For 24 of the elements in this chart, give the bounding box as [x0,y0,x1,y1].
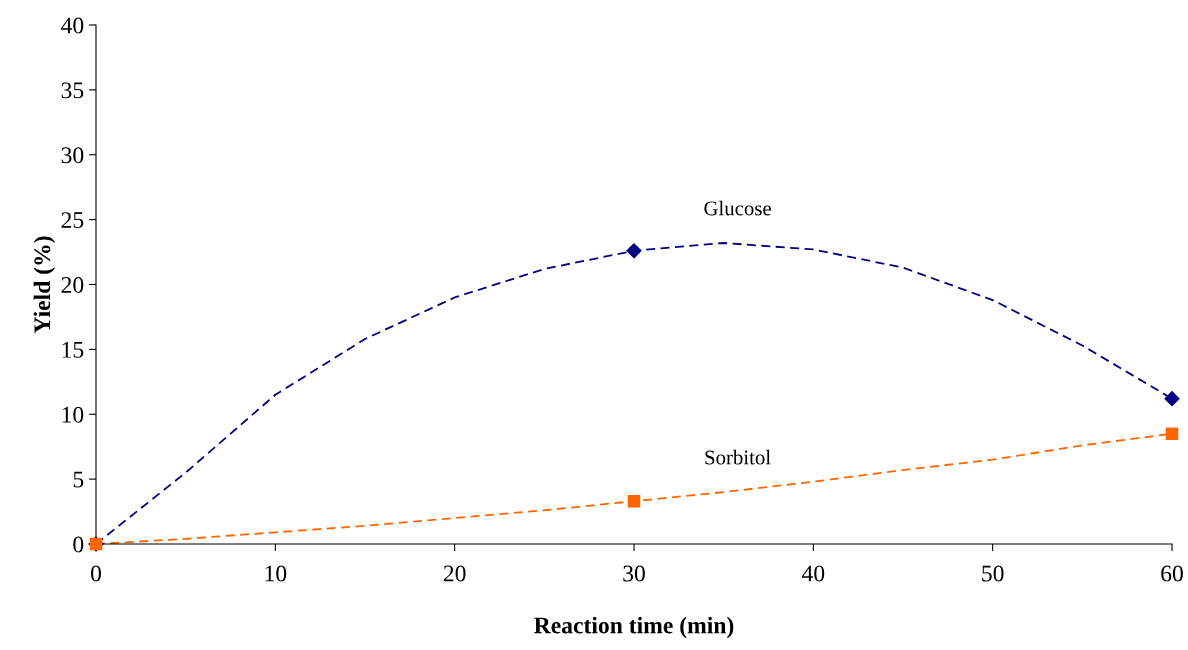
y-tick-label: 40 [61,17,84,34]
y-tick-label: 15 [62,341,84,358]
series-label: Sorbitol [705,449,771,465]
y-tick-label: 0 [73,536,84,553]
y-tick-label: 10 [62,406,84,423]
y-tick-label: 20 [61,276,84,293]
y-axis-title: Yield (%) [33,236,56,334]
y-tick-label: 5 [73,471,84,488]
point [627,494,641,508]
y-tick-label: 35 [61,82,84,99]
x-tick-label: 30 [623,565,645,582]
x-axis-title: Reaction time (min) [534,616,734,639]
x-tick-label: 0 [91,565,101,582]
x-tick-label: 10 [265,565,287,582]
x-tick-label: 50 [982,565,1004,582]
x-tick-label: 60 [1161,565,1183,582]
y-tick-label: 30 [61,147,84,164]
series-label: Glucose [704,200,771,216]
point [1164,391,1180,407]
y-tick-label: 25 [61,212,84,229]
x-tick-label: 40 [801,565,825,582]
point [626,243,642,259]
x-tick-label: 20 [443,565,466,582]
point [1165,427,1179,440]
